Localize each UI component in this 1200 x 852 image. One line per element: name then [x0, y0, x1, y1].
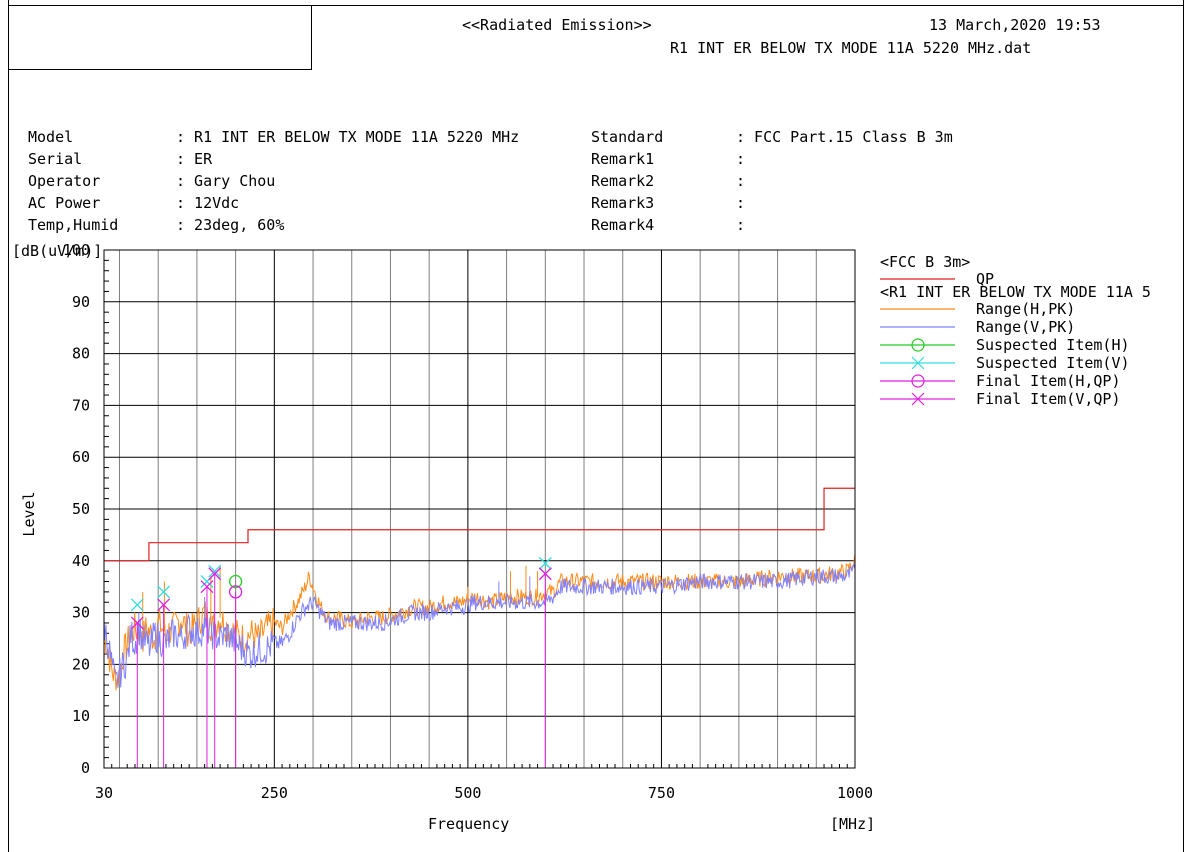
y-tick-label: 90: [72, 293, 90, 311]
y-tick-label: 30: [72, 604, 90, 622]
plot-area-border: [103, 249, 856, 769]
final-item-x: [157, 598, 171, 612]
series-line-range-v: [103, 563, 856, 688]
info-key: Operator: [28, 172, 101, 190]
final-item-x: [200, 580, 214, 594]
info-key: Remark1: [591, 150, 655, 168]
y-tick-label: 50: [72, 500, 90, 518]
legend-label: Range(V,PK): [976, 318, 1075, 336]
y-tick-label: 20: [72, 655, 90, 673]
legend-marker-x: [911, 356, 925, 370]
info-value: : R1 INT ER BELOW TX MODE 11A 5220 MHz: [176, 128, 520, 146]
info-key: Remark3: [591, 194, 655, 212]
suspected-item-circle: [228, 574, 243, 589]
info-key: Remark4: [591, 216, 655, 234]
report-filename: R1 INT ER BELOW TX MODE 11A 5220 MHz.dat: [670, 39, 1032, 57]
final-item-x: [538, 567, 552, 581]
y-tick-label: 80: [72, 345, 90, 363]
legend-label: QP: [976, 270, 994, 288]
suspected-item-x: [157, 585, 171, 599]
legend-group-header: <R1 INT ER BELOW TX MODE 11A 5: [880, 283, 1151, 301]
info-value: :: [736, 150, 746, 168]
y-tick-label: 0: [81, 759, 90, 777]
info-value: : FCC Part.15 Class B 3m: [736, 128, 953, 146]
y-tick-label: 60: [72, 448, 90, 466]
legend-label: Range(H,PK): [976, 300, 1075, 318]
info-key: Standard: [591, 128, 664, 146]
x-tick-label: 750: [648, 784, 675, 802]
info-value: : 12Vdc: [176, 194, 240, 212]
info-value: :: [736, 194, 746, 212]
logo-box: [8, 5, 312, 70]
y-unit-label: [dB(uV/m)]: [12, 242, 103, 260]
legend-label: Final Item(V,QP): [976, 390, 1121, 408]
x-unit-label: [MHz]: [830, 815, 876, 833]
info-value: : 23deg, 60%: [176, 216, 285, 234]
info-key: Serial: [28, 150, 83, 168]
suspected-item-x: [538, 556, 552, 570]
x-tick-label: 250: [261, 784, 288, 802]
final-item-x: [130, 616, 144, 630]
legend-group-header: <FCC B 3m>: [880, 253, 970, 271]
info-key: AC Power: [28, 194, 101, 212]
legend-label: Final Item(H,QP): [976, 372, 1121, 390]
info-key: Remark2: [591, 172, 655, 190]
info-key: Temp,Humid: [28, 216, 119, 234]
info-value: :: [736, 172, 746, 190]
info-key: Model: [28, 128, 74, 146]
info-value: : ER: [176, 150, 213, 168]
y-tick-label: 100: [63, 241, 90, 259]
x-axis-label: Frequency: [428, 815, 510, 833]
x-tick-label: 30: [95, 784, 113, 802]
suspected-item-x: [130, 598, 144, 612]
legend-label: Suspected Item(H): [976, 336, 1130, 354]
y-tick-label: 70: [72, 396, 90, 414]
limit-line-qp: [104, 487, 855, 562]
suspected-item-x: [208, 564, 222, 578]
report-datetime: 13 March,2020 19:53: [929, 16, 1101, 34]
legend-marker-circle: [911, 374, 925, 388]
final-item-circle: [228, 585, 243, 599]
report-title: <<Radiated Emission>>: [462, 16, 652, 34]
legend-marker-x: [911, 392, 925, 406]
info-value: : Gary Chou: [176, 172, 276, 190]
y-tick-label: 40: [72, 552, 90, 570]
legend-marker-circle: [911, 338, 925, 352]
x-tick-label: 500: [454, 784, 481, 802]
y-tick-label: 10: [72, 707, 90, 725]
x-tick-label: 1000: [837, 784, 873, 802]
final-item-x: [208, 567, 222, 581]
legend-label: Suspected Item(V): [976, 354, 1130, 372]
info-value: :: [736, 216, 746, 234]
